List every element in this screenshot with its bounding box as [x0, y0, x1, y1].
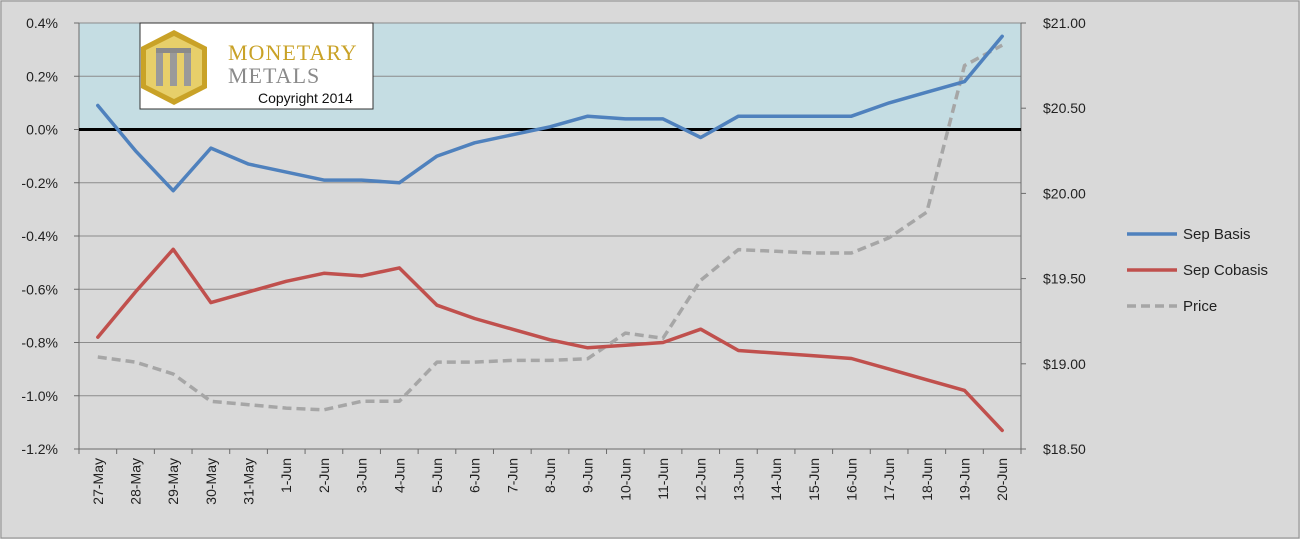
right-tick-label: $21.00	[1043, 15, 1086, 31]
series-layer	[96, 34, 1004, 433]
x-tick-label: 20-Jun	[994, 458, 1010, 501]
left-tick-label: -1.0%	[21, 388, 58, 404]
x-tick-label: 3-Jun	[354, 458, 370, 493]
x-tick-label: 5-Jun	[429, 458, 445, 493]
left-tick-label: -0.6%	[21, 281, 58, 297]
x-tick-label: 4-Jun	[391, 458, 407, 493]
x-tick-label: 30-May	[203, 458, 219, 505]
legend-entry: Sep Cobasis	[1183, 262, 1268, 279]
left-tick-label: -1.2%	[21, 441, 58, 457]
right-tick-label: $20.50	[1043, 100, 1086, 116]
x-tick-label: 8-Jun	[542, 458, 558, 493]
x-tick-label: 17-Jun	[881, 458, 897, 501]
left-axis: 0.4% 0.2% 0.0% -0.2% -0.4% -0.6% -0.8% -1.0% -1.…	[21, 15, 79, 457]
x-axis: 27-May 28-May 29-May 30-May 31-May 1-Jun 2-Jun…	[78, 449, 1022, 505]
x-tick-label: 10-Jun	[617, 458, 633, 501]
x-tick-label: 2-Jun	[316, 458, 332, 493]
x-tick-label: 19-Jun	[956, 458, 972, 501]
x-tick-label: 6-Jun	[467, 458, 483, 493]
x-tick-label: 18-Jun	[919, 458, 935, 501]
right-tick-label: $19.00	[1043, 356, 1086, 372]
logo-word-metals: METALS	[228, 63, 320, 88]
logo-word-monetary: MONETARY	[228, 40, 358, 65]
logo-emblem-icon	[141, 30, 207, 105]
legend-entry: Sep Basis	[1183, 226, 1251, 243]
x-tick-label: 1-Jun	[278, 458, 294, 493]
legend-entry: Price	[1183, 298, 1217, 315]
left-tick-label: 0.2%	[26, 68, 58, 84]
x-tick-label: 16-Jun	[843, 458, 859, 501]
right-axis: $21.00 $20.50 $20.00 $19.50 $19.00 $18.50	[1021, 15, 1086, 457]
x-tick-label: 15-Jun	[806, 458, 822, 501]
x-tick-label: 29-May	[165, 458, 181, 505]
x-tick-label: 9-Jun	[580, 458, 596, 493]
legend: Sep Basis Sep Cobasis Price	[1127, 226, 1268, 315]
logo-copyright: Copyright 2014	[258, 90, 353, 106]
x-tick-label: 7-Jun	[504, 458, 520, 493]
left-tick-label: 0.0%	[26, 122, 58, 138]
x-tick-label: 12-Jun	[693, 458, 709, 501]
right-tick-label: $18.50	[1043, 441, 1086, 457]
x-tick-label: 11-Jun	[655, 458, 671, 500]
left-tick-label: 0.4%	[26, 15, 58, 31]
x-tick-label: 28-May	[128, 458, 144, 505]
x-tick-label: 27-May	[90, 458, 106, 505]
x-tick-label: 31-May	[241, 458, 257, 505]
monetary-metals-logo: MONETARY METALS Copyright 2014	[139, 22, 374, 110]
right-tick-label: $19.50	[1043, 271, 1086, 287]
left-tick-label: -0.4%	[21, 228, 58, 244]
left-tick-label: -0.2%	[21, 175, 58, 191]
x-tick-label: 13-Jun	[730, 458, 746, 501]
right-tick-label: $20.00	[1043, 185, 1086, 201]
x-tick-label: 14-Jun	[768, 458, 784, 501]
left-tick-label: -0.8%	[21, 335, 58, 351]
